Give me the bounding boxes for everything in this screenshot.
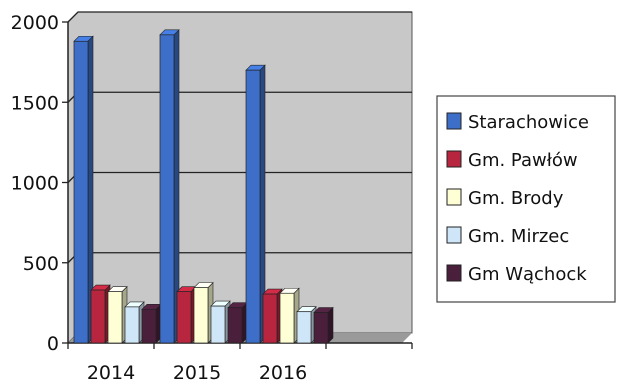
legend-item: Gm. Mirzec [446,226,569,247]
legend-swatch [446,150,462,168]
legend-label: Gm Wąchock [468,264,587,285]
y-tick-label: 1000 [11,173,59,195]
legend-swatch [446,264,462,282]
bar-side [327,306,334,344]
bar-front [141,308,157,344]
bar-front [279,292,295,344]
bar [279,287,300,344]
bar [245,64,266,344]
tick-labels: 0 500 1000 1500 2000 2014 2015 2016 [11,12,308,384]
bar-front [73,40,89,344]
bar-front [124,306,140,344]
bar [193,281,214,344]
legend-swatch [446,112,462,130]
legend-item: Gm. Brody [446,188,564,209]
bar [90,284,111,344]
y-tick-label: 2000 [11,12,59,34]
bar-front [210,305,226,344]
legend-label: Gm. Pawłów [468,150,578,171]
bar-front [313,312,329,344]
bar [210,300,231,344]
bars [73,29,334,344]
legend-label: Starachowice [468,112,589,133]
bar [107,285,128,344]
bar-front [176,291,192,344]
legend-swatch [446,188,462,206]
bar-front [296,311,312,344]
bar [313,306,334,344]
legend-label: Gm. Mirzec [468,226,569,247]
bar-front [159,34,175,344]
x-tick-label: 2016 [259,362,307,384]
bar [73,35,94,344]
y-tick-label: 500 [23,253,59,275]
bar [176,285,197,344]
legend-swatch [446,226,462,244]
bar [141,303,162,344]
bar-front [245,69,261,344]
y-tick-label: 0 [47,333,59,355]
bar [296,305,317,344]
legend-item: Starachowice [446,112,589,133]
bar-front [107,291,123,344]
legend-item: Gm Wąchock [446,264,587,285]
bar [262,288,283,344]
y-tick-label: 1500 [11,92,59,114]
legend-item: Gm. Pawłów [446,150,578,171]
legend-label: Gm. Brody [468,188,564,209]
legend: Starachowice Gm. Pawłów Gm. Brody Gm. Mirze… [436,95,616,303]
bar [124,301,145,344]
bar-front [90,289,106,344]
bar-front [193,287,209,344]
x-tick-label: 2015 [173,362,221,384]
bar-front [262,293,278,344]
bar [227,301,248,344]
bar-front [227,307,243,344]
legend-box [436,95,616,303]
bar [159,29,180,344]
x-tick-label: 2014 [87,362,135,384]
gridline [67,11,412,23]
